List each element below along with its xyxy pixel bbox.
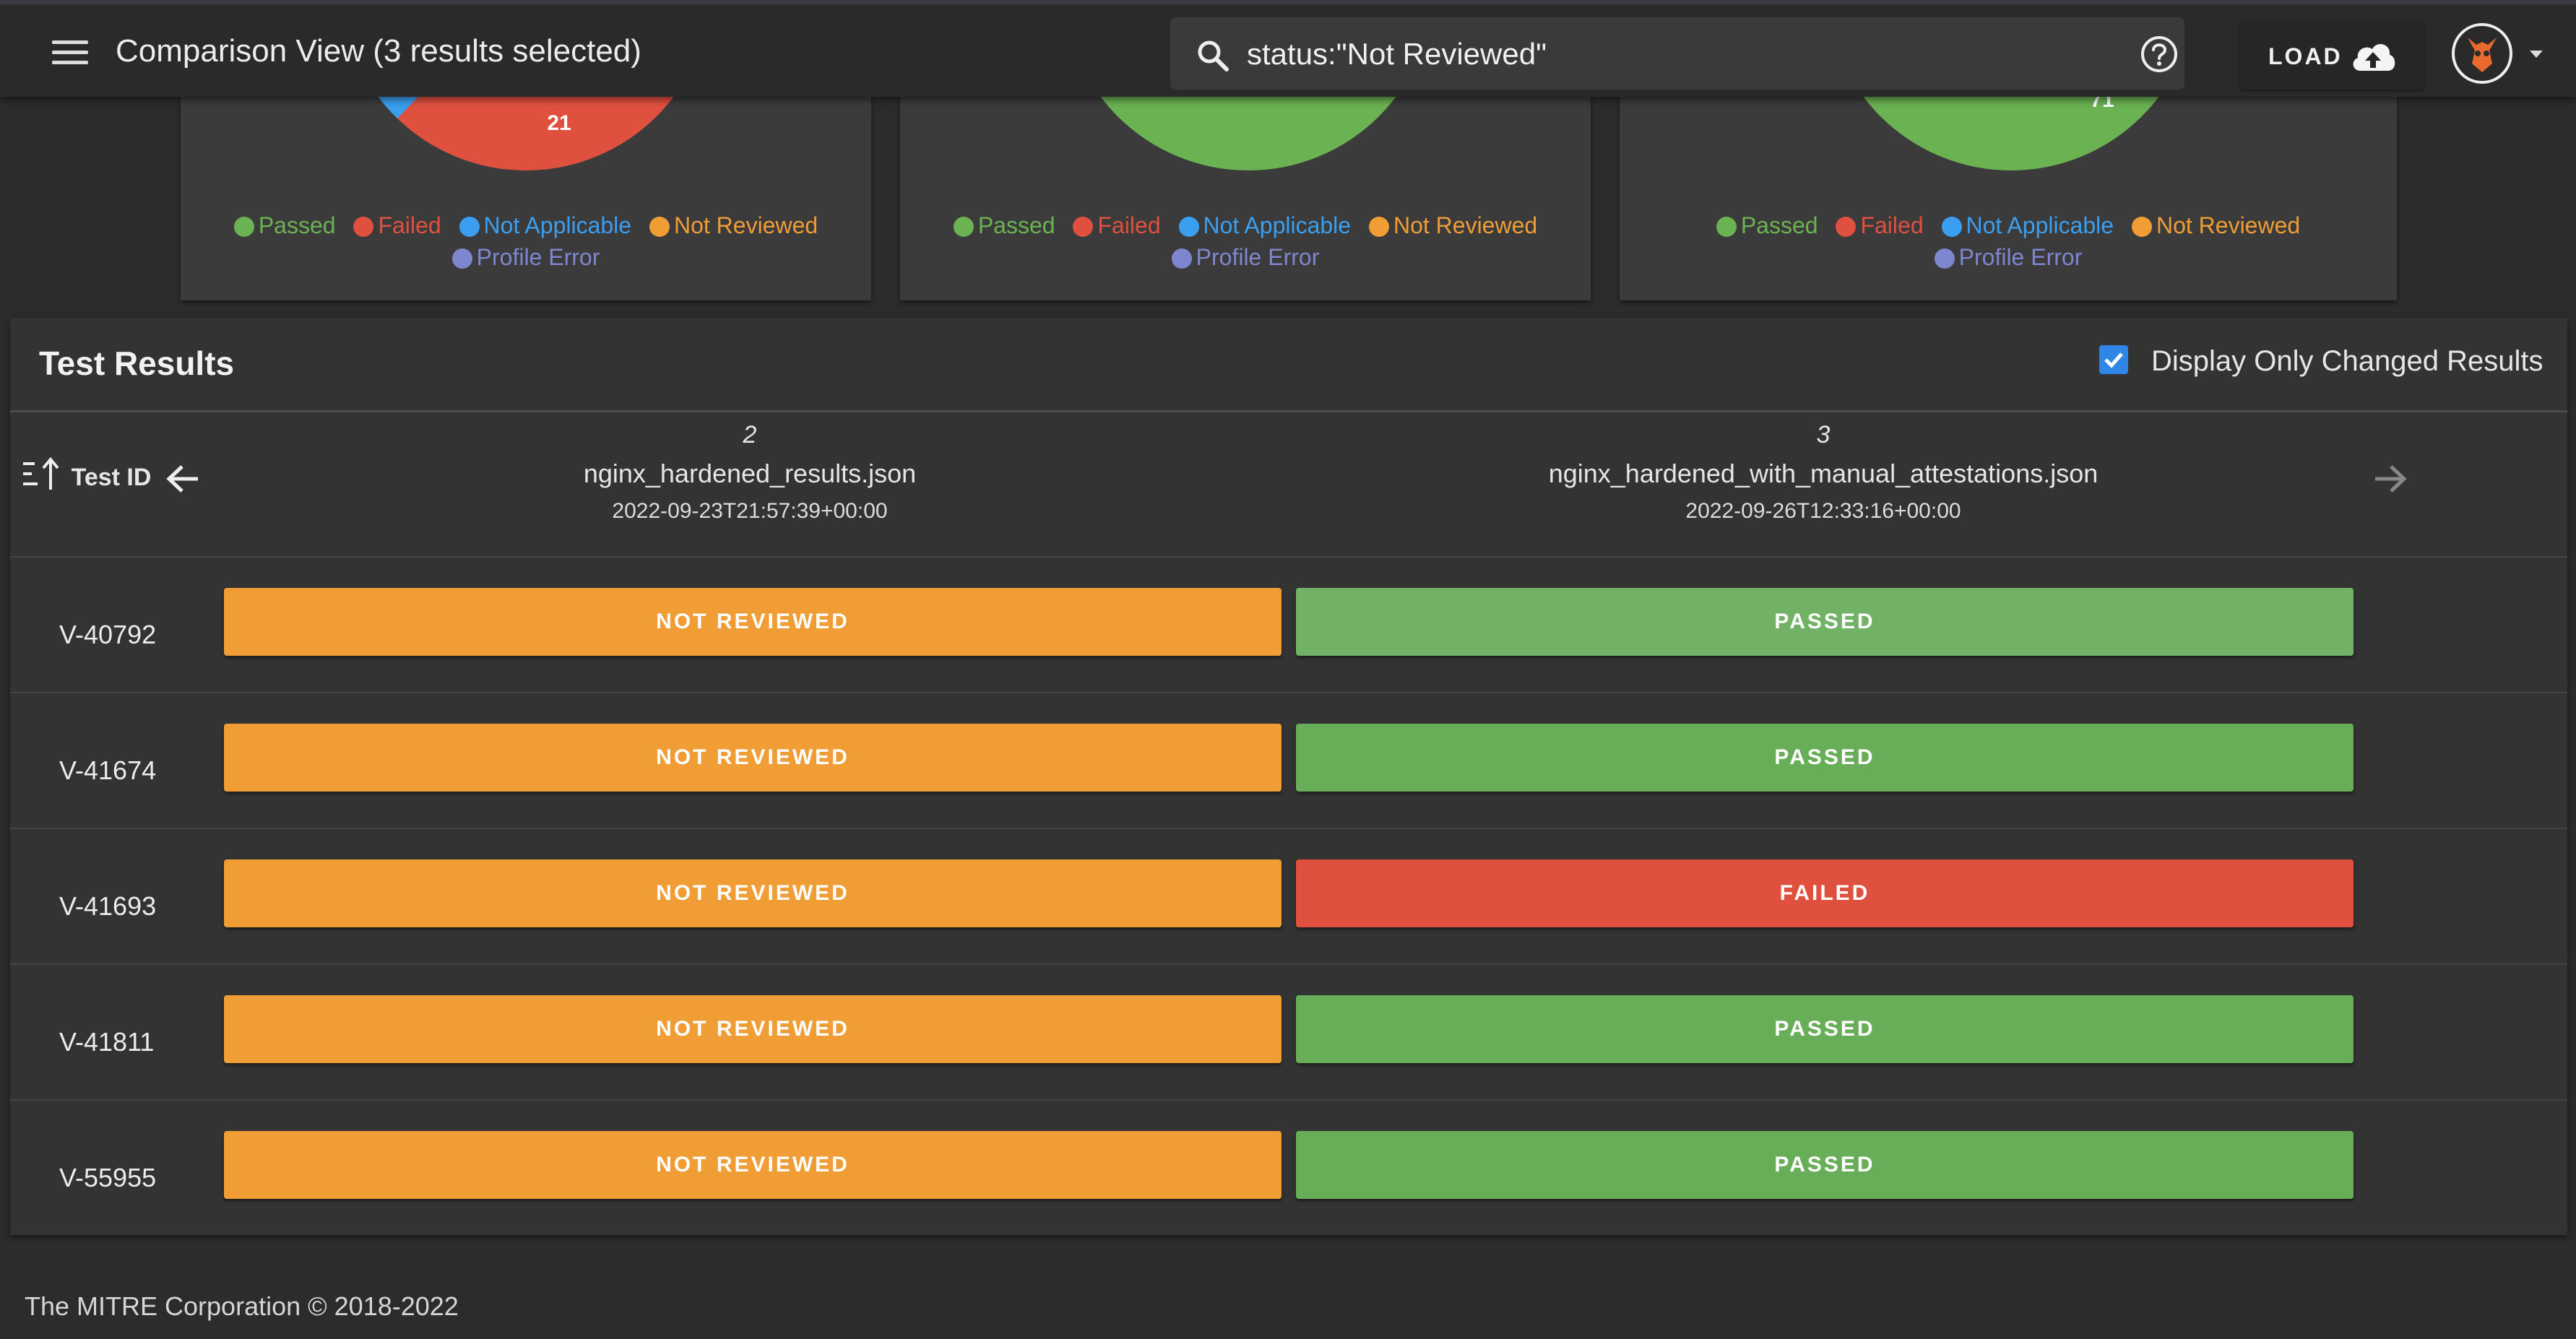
status-not-reviewed[interactable]: NOT REVIEWED [224,995,1281,1063]
search-icon [1198,40,1229,72]
legend-not-applicable[interactable]: Not Applicable [1178,209,1351,241]
file-index: 2 [743,421,757,448]
status-passed[interactable]: PASSED [1296,724,2354,792]
status-not-reviewed[interactable]: NOT REVIEWED [224,588,1281,656]
test-id[interactable]: V-41693 [59,891,157,921]
status-passed[interactable]: PASSED [1296,588,2354,656]
file-name: nginx_hardened_results.json [583,459,917,488]
legend-failed[interactable]: Failed [1073,209,1161,241]
test-id[interactable]: V-41811 [59,1027,155,1057]
legend-not-reviewed[interactable]: Not Reviewed [649,209,818,241]
file-date: 2022-09-23T21:57:39+00:00 [612,499,888,523]
chart-card-3: 71 Passed Failed Not Applicable Not Revi… [1620,72,2397,300]
search-bar[interactable] [1170,17,2184,90]
search-input[interactable] [1245,33,2043,75]
legend-failed[interactable]: Failed [353,209,441,241]
legend-not-reviewed[interactable]: Not Reviewed [2131,209,2300,241]
page-title: Comparison View (3 results selected) [116,33,641,69]
divider [10,556,2567,558]
chart-card-2: Passed Failed Not Applicable Not Reviewe… [900,72,1591,300]
divider [10,1099,2567,1101]
legend-passed[interactable]: Passed [233,209,336,241]
divider [10,963,2567,965]
file-index: 3 [1816,421,1831,448]
arrow-right-icon[interactable] [2368,461,2411,497]
menu-icon[interactable] [52,40,88,65]
file-name: nginx_hardened_with_manual_attestations.… [1548,459,2099,488]
legend-not-applicable[interactable]: Not Applicable [459,209,631,241]
checkbox-label: Display Only Changed Results [2151,345,2543,377]
status-passed[interactable]: PASSED [1296,995,2354,1063]
chevron-down-icon[interactable] [2530,51,2543,58]
legend-failed[interactable]: Failed [1836,209,1924,241]
test-id-header[interactable]: Test ID [71,464,152,491]
help-icon[interactable] [2140,35,2179,74]
divider [10,692,2567,693]
pie-slice-label: 21 [547,111,571,135]
load-label: LOAD [2268,43,2343,69]
file-column-header: 3 nginx_hardened_with_manual_attestation… [1296,416,2351,529]
test-id[interactable]: V-41674 [59,755,157,785]
test-results-panel: Test Results Display Only Changed Result… [10,318,2567,1235]
test-id[interactable]: V-40792 [59,620,157,649]
chart-legend: Passed Failed Not Applicable Not Reviewe… [900,209,1591,273]
status-not-reviewed[interactable]: NOT REVIEWED [224,1131,1281,1199]
panel-title: Test Results [39,344,235,382]
status-not-reviewed[interactable]: NOT REVIEWED [224,724,1281,792]
app-bar: Comparison View (3 results selected) LOA… [0,0,2576,97]
load-button[interactable]: LOAD [2239,20,2424,90]
divider [10,828,2567,829]
status-passed[interactable]: PASSED [1296,1131,2354,1199]
display-changed-checkbox[interactable]: Display Only Changed Results [2099,338,2547,381]
chart-legend: Passed Failed Not Applicable Not Reviewe… [1620,209,2397,273]
checkbox-icon[interactable] [2099,345,2128,374]
file-date: 2022-09-26T12:33:16+00:00 [1685,499,1961,523]
legend-profile-error[interactable]: Profile Error [1934,241,2082,273]
legend-profile-error[interactable]: Profile Error [1171,241,1319,273]
status-failed[interactable]: FAILED [1296,859,2354,927]
chart-legend: Passed Failed Not Applicable Not Reviewe… [181,209,871,273]
arrow-left-icon[interactable] [162,461,205,497]
avatar[interactable] [2450,22,2514,85]
status-not-reviewed[interactable]: NOT REVIEWED [224,859,1281,927]
legend-not-reviewed[interactable]: Not Reviewed [1368,209,1537,241]
legend-profile-error[interactable]: Profile Error [451,241,600,273]
legend-passed[interactable]: Passed [1716,209,1818,241]
test-id[interactable]: V-55955 [59,1163,157,1192]
chart-card-1: 21 Passed Failed Not Applicable Not Revi… [181,72,871,300]
footer-copyright: The MITRE Corporation © 2018-2022 [25,1291,459,1321]
divider [10,410,2567,412]
legend-not-applicable[interactable]: Not Applicable [1941,209,2114,241]
legend-passed[interactable]: Passed [953,209,1055,241]
cloud-upload-icon [2353,44,2395,71]
file-column-header: 2 nginx_hardened_results.json 2022-09-23… [222,416,1277,529]
sort-icon[interactable] [22,456,62,493]
